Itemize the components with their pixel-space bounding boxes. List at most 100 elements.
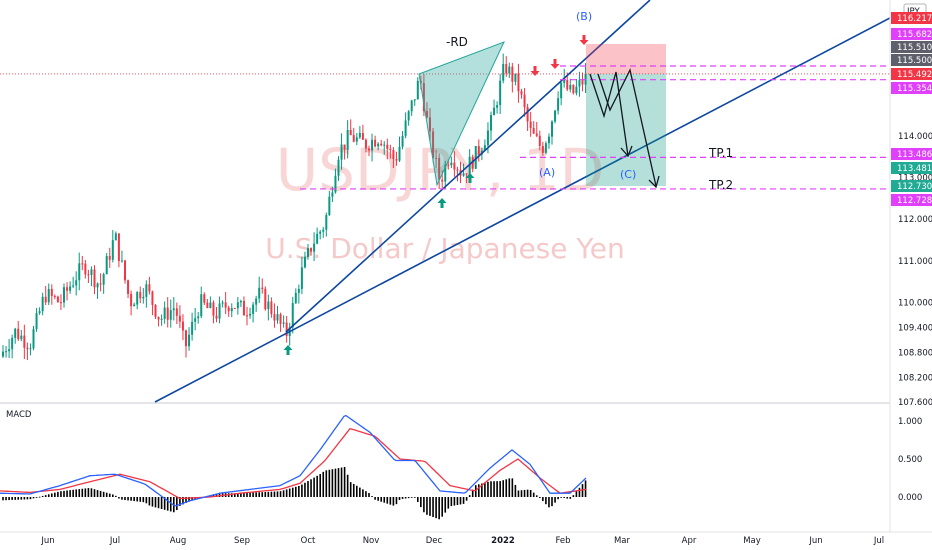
histogram-bar [188,497,190,502]
price-tag[interactable] [891,162,932,174]
macd-tick-label[interactable]: 0.000 [898,493,922,503]
histogram-bar [148,497,151,506]
candle-body [194,318,197,322]
price-axis[interactable]: 114.000 113.000 112.000 111.000 110.000 109.4… [891,3,932,408]
histogram-bar [526,489,529,497]
month-label[interactable]: Jun [40,536,54,546]
histogram-bar [322,471,325,497]
macd-tick-label[interactable]: 1.000 [898,417,922,427]
candle-body [502,64,505,81]
candle-body [447,164,450,166]
histogram-bar [81,488,84,497]
price-tag[interactable] [891,54,932,66]
candle-body [145,284,148,297]
month-label[interactable]: Jul [873,536,884,546]
histogram-bar [566,497,569,499]
month-label[interactable]: Dec [426,536,443,546]
wave-b-label: (B) [576,10,592,23]
candle-body [352,135,355,142]
month-label[interactable]: Oct [301,536,316,546]
candle-body [157,316,160,320]
price-tick-label[interactable]: 111.000 [898,257,932,267]
price-tag[interactable] [891,180,932,192]
candle-body [14,328,17,338]
price-tag[interactable] [891,82,932,94]
month-label[interactable]: Apr [682,536,697,546]
macd-axis[interactable]: 1.000 0.500 0.000 [898,417,922,503]
candle-body [41,296,44,312]
price-tick-label[interactable]: 113.000 [898,174,932,184]
candle-body [191,321,194,335]
month-label[interactable]: 2022 [491,536,515,546]
month-label[interactable]: Sep [234,536,250,546]
histogram-bar [575,491,578,497]
histogram-bar [282,490,285,497]
harmonic-label: -RD [446,35,468,49]
candle-body [172,308,175,311]
price-tag[interactable] [891,28,932,40]
candle-body [56,296,59,303]
candle-body [63,287,65,303]
candle-body [93,269,96,288]
histogram-bar [23,497,26,500]
histogram-bar [484,482,486,497]
price-tag-label: 112.730 [897,182,932,192]
histogram-bar [407,497,410,499]
histogram-bar [316,475,318,497]
histogram-bar [374,497,376,500]
candle-body [26,347,29,349]
candle-body [307,247,309,257]
candle-body [261,287,264,289]
price-tick-label[interactable]: 114.000 [898,132,932,142]
price-tick-label[interactable]: 110.000 [898,298,932,308]
histogram-bar [249,492,251,497]
price-tick-label[interactable]: 108.200 [898,373,932,383]
histogram-bar [398,497,401,500]
histogram-bar [261,492,264,497]
month-label[interactable]: Jun [808,536,822,546]
candle-body [130,293,133,307]
candle-body [2,351,4,357]
month-label[interactable]: Jul [109,536,120,546]
price-tick-label[interactable]: 109.400 [898,323,932,333]
candle-body [32,329,35,349]
candle-body [419,80,422,84]
histogram-bar [429,497,431,516]
price-tag[interactable] [891,41,932,53]
macd-tick-label[interactable]: 0.500 [898,455,922,465]
price-tick-label[interactable]: 108.800 [898,348,932,358]
month-label[interactable]: May [743,536,761,546]
month-label[interactable]: Nov [363,536,380,546]
histogram-bar [93,489,96,497]
candle-body [35,313,38,330]
histogram-bar [404,497,407,499]
candle-body [111,240,114,260]
candle-body [59,302,62,304]
time-axis[interactable]: Jun Jul Aug Sep Oct Nov Dec 2022 Feb Mar Apr May Jun… [40,536,884,546]
histogram-bar [130,497,132,501]
macd-label[interactable]: MACD [6,410,32,420]
candle-body [29,348,32,350]
price-tag[interactable] [891,148,932,160]
month-label[interactable]: Mar [614,536,631,546]
price-tick-label[interactable]: 107.600 [898,398,932,408]
histogram-bar [395,497,398,505]
price-tag[interactable] [891,68,932,80]
month-label[interactable]: Aug [170,536,187,546]
candle-body [242,300,245,316]
histogram-bar [334,468,337,497]
candle-body [560,82,563,99]
price-tag[interactable] [891,194,932,206]
candle-body [554,110,557,122]
histogram-bar [60,491,62,497]
candle-body [300,267,303,289]
candle-body [331,192,334,197]
candle-body [160,318,163,320]
month-label[interactable]: Feb [555,536,570,546]
price-tag[interactable] [891,12,932,24]
candle-body [514,73,517,82]
price-tick-label[interactable]: 112.000 [898,215,932,225]
histogram-bar [240,493,242,497]
candle-body [493,107,496,116]
